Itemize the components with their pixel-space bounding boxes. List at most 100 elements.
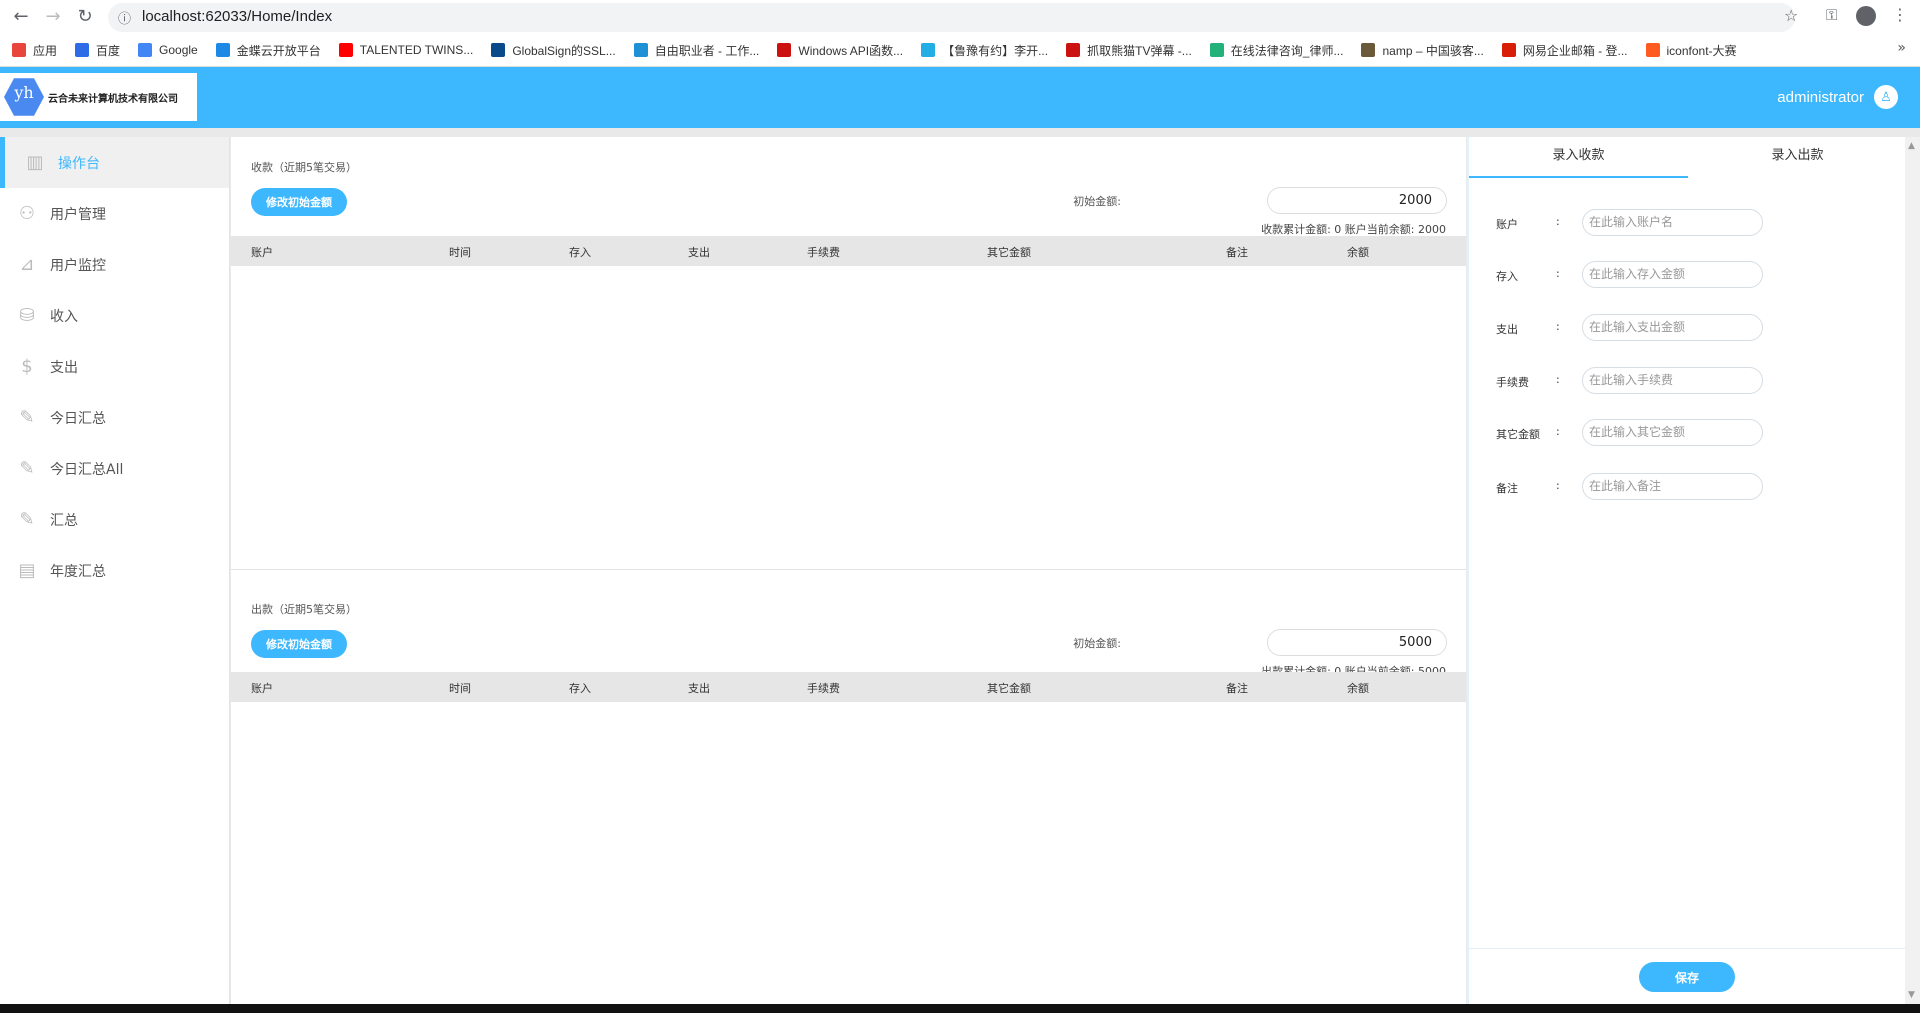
sidebar-item-label: 用户监控 [50, 257, 106, 274]
field-label: 其它金额 [1496, 428, 1540, 441]
bookmark-label: Google [159, 43, 198, 57]
bookmark[interactable]: 网易企业邮箱 - 登... [1501, 42, 1628, 59]
bookmark[interactable]: Windows API函数... [777, 42, 903, 59]
sidebar: ▥ 操作台 ⚇ 用户管理 ⊿ 用户监控 ⛁ 收入 $ 支出 ✎ 今日汇总 ✎ 今日汇总All ✎ 汇总 ▤ 年度汇… [0, 137, 230, 1004]
edit-initial-amount-button[interactable]: 修改初始金额 [251, 188, 347, 216]
sidebar-item[interactable]: ⛁ 收入 [0, 290, 229, 341]
scroll-down-icon[interactable]: ▼ [1908, 990, 1915, 1000]
bookmark[interactable]: 自由职业者 - 工作... [633, 42, 760, 59]
input-placeholder: 在此输入账户名 [1589, 215, 1674, 229]
bookmark[interactable]: 【鲁豫有约】李开... [921, 42, 1048, 59]
initial-amount-field[interactable]: 2000 [1267, 187, 1447, 214]
other-amount-input[interactable]: 在此输入其它金额 [1582, 419, 1763, 446]
bookmark[interactable]: 金蝶云开放平台 [215, 42, 321, 59]
company-logo[interactable]: yh 云合未来计算机技术有限公司 [0, 73, 197, 121]
bookmark-favicon-icon [1501, 43, 1516, 57]
bookmark[interactable]: 应用 [12, 42, 57, 59]
menu-icon[interactable]: ⋮ [1892, 5, 1908, 24]
scroll-up-icon[interactable]: ▲ [1908, 141, 1915, 151]
info-icon[interactable]: ⓘ [118, 12, 132, 27]
field-colon: : [1556, 479, 1560, 492]
sidebar-item-label: 支出 [50, 359, 78, 376]
report-icon: ✎ [19, 458, 35, 479]
username: administrator [1777, 88, 1864, 106]
scrollbar[interactable]: ▲ ▼ [1905, 137, 1920, 1004]
sidebar-item[interactable]: ✎ 今日汇总All [0, 443, 229, 494]
report-icon: ✎ [19, 509, 35, 530]
logo-mark: yh [4, 78, 44, 116]
edit-initial-amount-button[interactable]: 修改初始金额 [251, 630, 347, 658]
column-header: 存入 [569, 246, 591, 259]
sidebar-item[interactable]: ▥ 操作台 [0, 137, 229, 188]
input-placeholder: 在此输入支出金额 [1589, 320, 1686, 334]
divider [1469, 948, 1907, 949]
field-colon: : [1556, 425, 1560, 438]
bookmark-favicon-icon [12, 43, 26, 57]
column-header: 余额 [1347, 246, 1369, 259]
bookmark-label: 抓取熊猫TV弹幕 -... [1087, 43, 1192, 58]
bookmark[interactable]: TALENTED TWINS... [338, 43, 474, 57]
bookmark-favicon-icon [1645, 43, 1660, 57]
back-icon[interactable]: ← [13, 6, 29, 27]
tab-expense-entry[interactable]: 录入出款 [1771, 148, 1824, 163]
bookmark[interactable]: 在线法律咨询_律师... [1209, 42, 1344, 59]
bookmark-label: 在线法律咨询_律师... [1230, 43, 1344, 58]
bookmark-label: iconfont-大赛 [1666, 43, 1737, 58]
sidebar-item[interactable]: ✎ 今日汇总 [0, 392, 229, 443]
column-header: 其它金额 [987, 682, 1031, 695]
reload-icon[interactable]: ↻ [77, 6, 93, 27]
sidebar-item[interactable]: ⊿ 用户监控 [0, 239, 229, 290]
tab-income-entry[interactable]: 录入收款 [1469, 137, 1688, 178]
form-row-remark: 备注 : 在此输入备注 [1469, 473, 1907, 501]
remark-input[interactable]: 在此输入备注 [1582, 473, 1763, 500]
fee-input[interactable]: 在此输入手续费 [1582, 367, 1763, 394]
sidebar-item[interactable]: ✎ 汇总 [0, 494, 229, 545]
address-bar[interactable] [108, 3, 1795, 32]
input-placeholder: 在此输入备注 [1589, 479, 1662, 493]
url-text[interactable]: localhost:62033/Home/Index [142, 8, 333, 25]
sidebar-item[interactable]: ⚇ 用户管理 [0, 188, 229, 239]
save-button[interactable]: 保存 [1639, 962, 1735, 992]
report-icon: ✎ [19, 407, 35, 428]
bookmark-label: 自由职业者 - 工作... [654, 43, 760, 58]
account-input[interactable]: 在此输入账户名 [1582, 209, 1763, 236]
bookmark-label: 百度 [96, 43, 121, 58]
field-colon: : [1556, 267, 1560, 280]
column-header: 备注 [1226, 682, 1248, 695]
form-row-other-amount: 其它金额 : 在此输入其它金额 [1469, 419, 1907, 447]
forward-icon[interactable]: → [45, 6, 61, 27]
bookmark[interactable]: iconfont-大赛 [1645, 42, 1737, 59]
browser-toolbar: ← → ↻ ⓘ localhost:62033/Home/Index ☆ ⚿ ⋮ [0, 0, 1920, 34]
star-icon[interactable]: ☆ [1784, 6, 1799, 25]
bookmark-favicon-icon [633, 43, 648, 57]
bookmark-favicon-icon [1361, 43, 1376, 57]
sidebar-item[interactable]: $ 支出 [0, 341, 229, 392]
bookmark-favicon-icon [1066, 43, 1081, 57]
expense-input[interactable]: 在此输入支出金额 [1582, 314, 1763, 341]
bookmark[interactable]: 百度 [75, 42, 120, 59]
column-header: 存入 [569, 682, 591, 695]
column-header: 支出 [688, 246, 710, 259]
column-header: 账户 [251, 682, 273, 695]
column-header: 支出 [688, 682, 710, 695]
profile-icon[interactable] [1856, 6, 1876, 26]
bookmark[interactable]: GlobalSign的SSL... [491, 42, 616, 59]
sidebar-item-label: 今日汇总All [50, 461, 124, 478]
user-menu[interactable]: administrator ♙ [1777, 85, 1898, 109]
field-label: 手续费 [1496, 376, 1529, 389]
bookmark-favicon-icon [75, 43, 90, 57]
initial-amount-field[interactable]: 5000 [1267, 629, 1447, 656]
bookmark-label: GlobalSign的SSL... [512, 43, 616, 58]
deposit-input[interactable]: 在此输入存入金额 [1582, 261, 1763, 288]
key-icon[interactable]: ⚿ [1826, 6, 1838, 24]
more-bookmarks-icon[interactable]: » [1897, 40, 1906, 56]
field-label: 备注 [1496, 482, 1518, 495]
sidebar-item[interactable]: ▤ 年度汇总 [0, 545, 229, 596]
bookmark[interactable]: 抓取熊猫TV弹幕 -... [1066, 42, 1192, 59]
bookmark[interactable]: namp – 中国骇客... [1361, 42, 1484, 59]
bookmark-label: TALENTED TWINS... [359, 43, 474, 57]
taskbar [0, 1004, 1920, 1013]
bookmark[interactable]: Google [138, 43, 198, 57]
column-header: 手续费 [807, 682, 840, 695]
input-placeholder: 在此输入其它金额 [1589, 425, 1686, 439]
